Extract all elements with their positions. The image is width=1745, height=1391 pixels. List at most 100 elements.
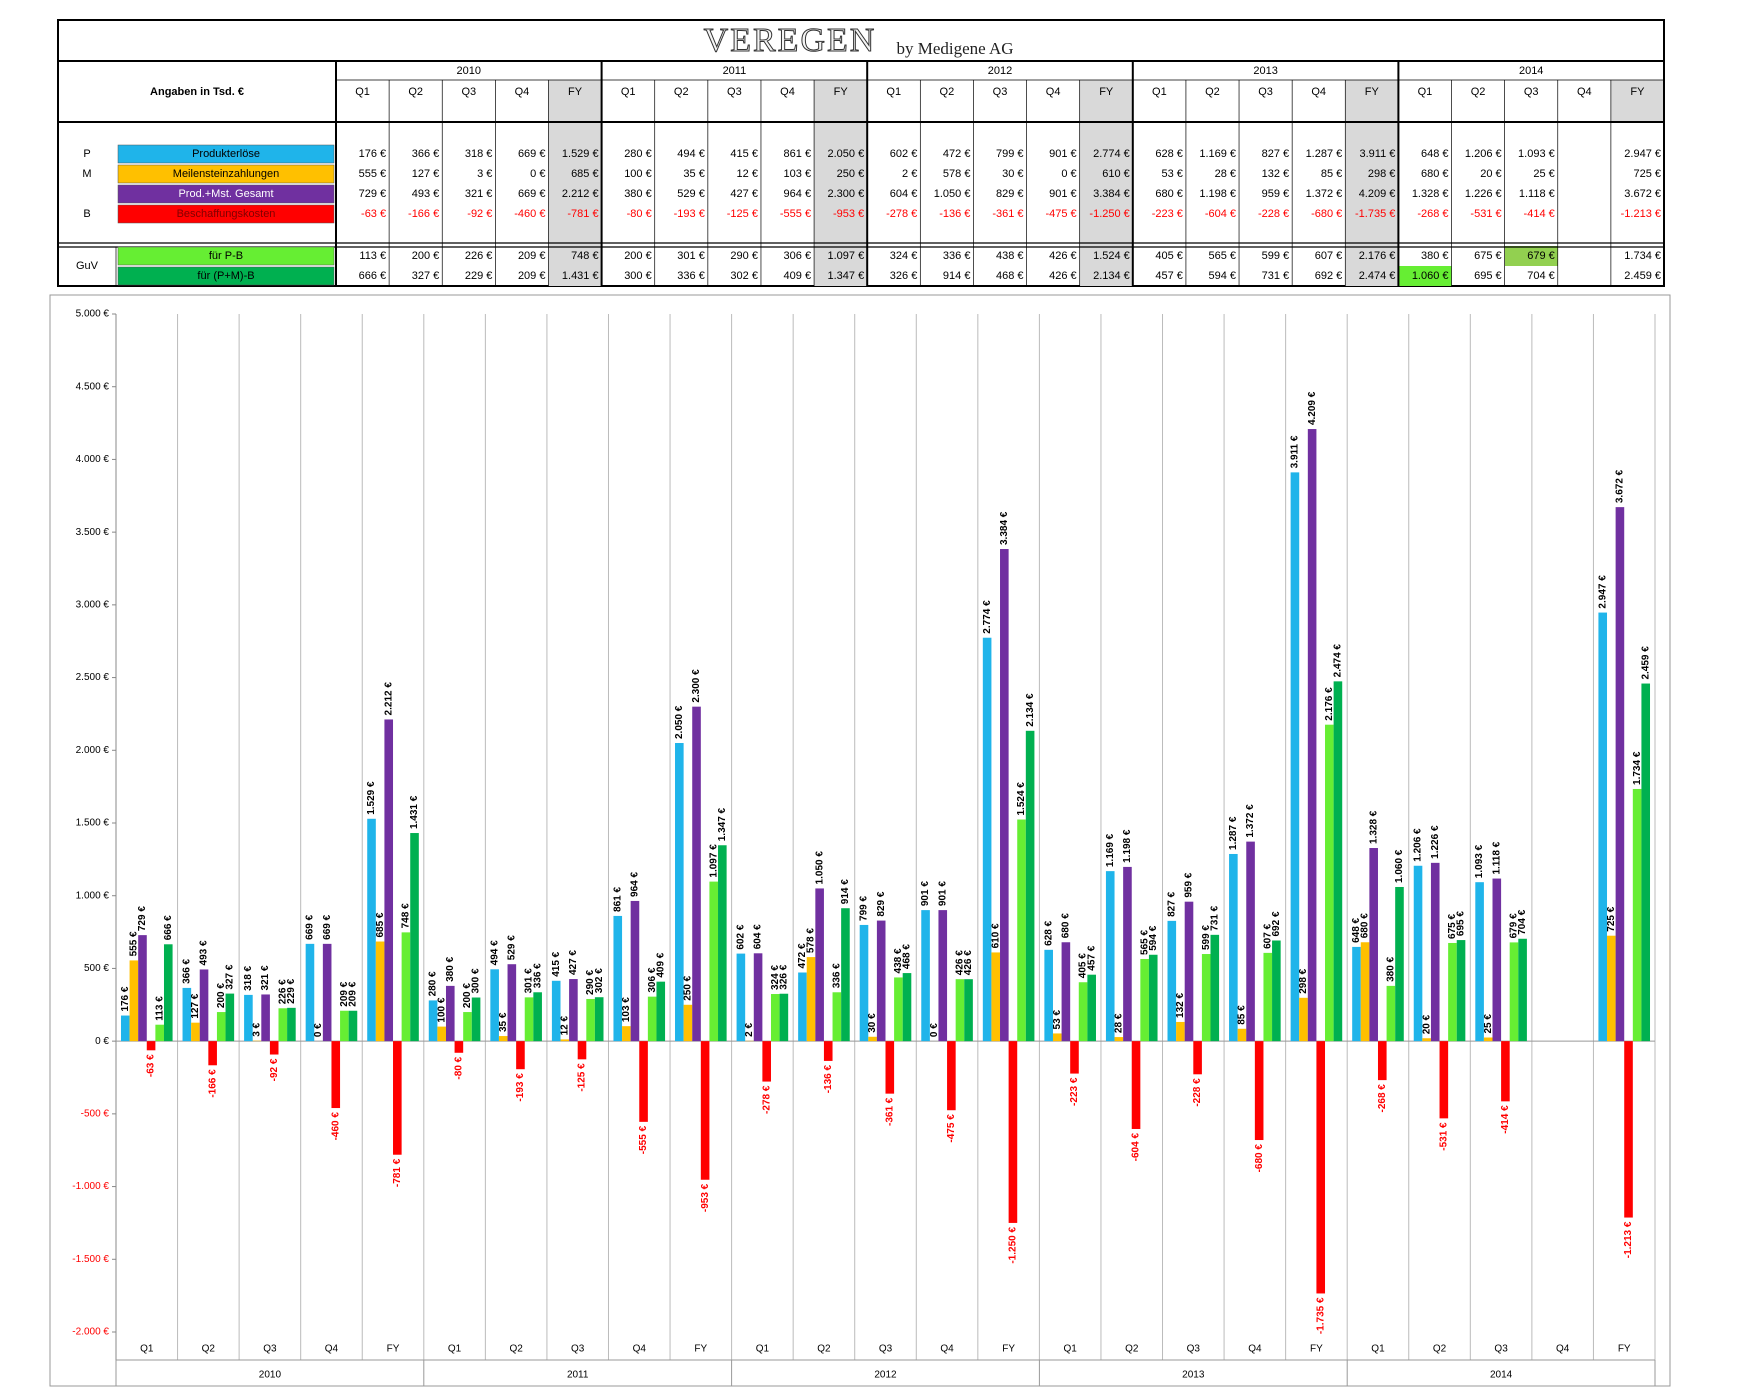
table-cell: 669 € [518, 188, 546, 200]
table-cell: 426 € [1049, 270, 1077, 282]
data-label: 731 € [1209, 905, 1220, 930]
year-header: 2012 [988, 65, 1012, 77]
bar [815, 888, 824, 1042]
fy-shade [1610, 80, 1664, 122]
bar [182, 987, 192, 1042]
bar [1518, 938, 1527, 1042]
x-group-label: 2013 [1182, 1370, 1205, 1381]
table-cell: -361 € [992, 208, 1023, 220]
bar [675, 743, 684, 1042]
data-label: 2.176 € [1324, 687, 1335, 721]
data-label: 380 € [1386, 956, 1397, 981]
data-label: 1.198 € [1122, 829, 1133, 863]
data-label: 555 € [129, 931, 140, 956]
data-label: 3.672 € [1615, 469, 1626, 503]
series-name: Produkterlöse [192, 148, 260, 160]
data-label: 0 € [313, 1023, 324, 1037]
table-cell: 103 € [784, 168, 812, 180]
data-label: 829 € [876, 891, 887, 916]
x-group-label: 2010 [259, 1370, 282, 1381]
bar [1307, 429, 1317, 1042]
data-label: -80 € [454, 1056, 465, 1079]
bar [1148, 954, 1158, 1042]
table-cell: 85 € [1321, 168, 1342, 180]
table-cell: 692 € [1315, 270, 1343, 282]
table-cell: 729 € [359, 188, 387, 200]
bar [120, 1015, 130, 1042]
table-cell: 610 € [1102, 168, 1130, 180]
data-label: 628 € [1043, 920, 1054, 945]
table-cell: 1.097 € [827, 250, 864, 262]
bar [594, 997, 604, 1042]
quarter-header: Q4 [1577, 86, 1592, 98]
table-cell: 409 € [784, 270, 812, 282]
x-tick-label: Q3 [1494, 1344, 1508, 1355]
table-cell: 1.529 € [562, 148, 599, 160]
data-label: -166 € [207, 1069, 218, 1098]
table-cell: 679 € [1527, 250, 1555, 262]
table-cell: 2.300 € [827, 188, 864, 200]
year-header: 2010 [457, 65, 481, 77]
bar [1386, 985, 1396, 1042]
y-tick-label: -1.000 € [72, 1181, 109, 1192]
bar [208, 1041, 217, 1066]
data-label: 426 € [955, 950, 966, 975]
table-cell: -1.213 € [1621, 208, 1661, 220]
table-cell: 336 € [677, 270, 705, 282]
data-label: -278 € [761, 1085, 772, 1114]
data-label: 565 € [1139, 930, 1150, 955]
quarter-header: Q2 [674, 86, 689, 98]
data-label: 1.206 € [1413, 828, 1424, 862]
data-label: 2 € [744, 1023, 755, 1037]
data-label: 1.093 € [1474, 844, 1485, 878]
bar [1114, 1037, 1124, 1042]
table-cell: 1.206 € [1465, 148, 1502, 160]
data-label: 1.328 € [1368, 810, 1379, 844]
data-label: 200 € [216, 983, 227, 1008]
table-cell: 280 € [624, 148, 652, 160]
bar [1105, 871, 1115, 1042]
data-label: 604 € [753, 924, 764, 949]
bar [1044, 949, 1053, 1042]
data-label: 680 € [1360, 913, 1371, 938]
bar [1070, 1041, 1079, 1074]
bar [1052, 1033, 1062, 1042]
table-cell: 680 € [1421, 168, 1449, 180]
bar [524, 997, 534, 1042]
table-cell: 666 € [359, 270, 387, 282]
bar [155, 1024, 164, 1042]
table-cell: 229 € [465, 270, 493, 282]
table-cell: 2.474 € [1359, 270, 1396, 282]
data-label: 324 € [770, 965, 781, 990]
table-cell: 100 € [624, 168, 652, 180]
table-cell: 914 € [943, 270, 971, 282]
x-group-label: 2014 [1490, 1370, 1513, 1381]
bar [885, 1041, 895, 1094]
bar [199, 969, 209, 1042]
table-cell: 675 € [1474, 250, 1502, 262]
data-label: 472 € [797, 943, 808, 968]
bar [507, 964, 517, 1042]
quarter-header: Q4 [515, 86, 530, 98]
bar [894, 977, 903, 1042]
table-cell: 964 € [784, 188, 812, 200]
table-cell: 578 € [943, 168, 971, 180]
data-label: -604 € [1131, 1133, 1142, 1162]
y-tick-label: 3.000 € [76, 599, 110, 610]
data-label: 1.226 € [1430, 825, 1441, 859]
quarter-header: Q3 [1258, 86, 1273, 98]
bar [331, 1041, 341, 1109]
bar [498, 1036, 508, 1042]
data-label: 680 € [1061, 913, 1072, 938]
quarter-header: Q1 [1152, 86, 1167, 98]
data-label: 594 € [1148, 925, 1159, 950]
bar [1263, 952, 1273, 1042]
bar [138, 935, 147, 1042]
bar [1369, 848, 1378, 1042]
data-label: 692 € [1271, 911, 1282, 936]
x-tick-label: Q1 [756, 1344, 770, 1355]
data-label: 1.734 € [1632, 751, 1643, 785]
data-label: 209 € [348, 981, 359, 1006]
data-label: 0 € [929, 1023, 940, 1037]
x-group-label: 2011 [567, 1370, 589, 1381]
